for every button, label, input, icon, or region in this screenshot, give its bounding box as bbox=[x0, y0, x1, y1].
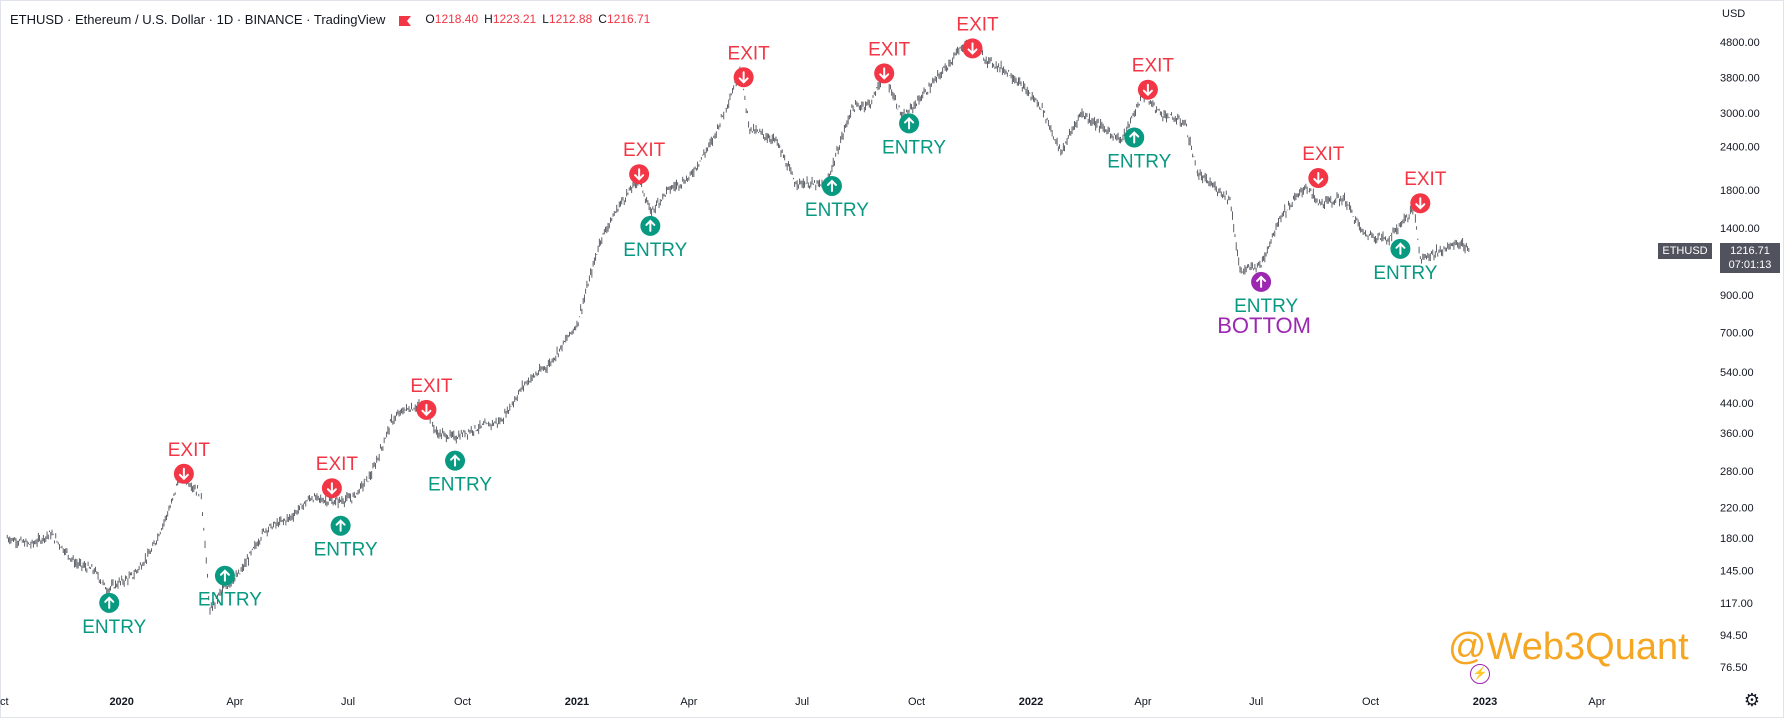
x-tick-label: Apr bbox=[226, 696, 243, 708]
y-tick-label: 280.00 bbox=[1720, 466, 1754, 478]
entry-signal[interactable]: ENTRY bbox=[82, 592, 147, 638]
y-tick-label: 900.00 bbox=[1720, 290, 1754, 302]
y-tick-label: 180.00 bbox=[1720, 533, 1754, 545]
entry-label: ENTRY bbox=[314, 540, 378, 561]
entry-label: ENTRY bbox=[1234, 296, 1298, 317]
exit-label: EXIT bbox=[728, 43, 771, 64]
exit-label: EXIT bbox=[168, 440, 211, 461]
ohlc-low: L1212.88 bbox=[542, 12, 593, 26]
entry-label: ENTRY bbox=[82, 617, 146, 638]
entry-label: ENTRY bbox=[882, 137, 946, 158]
x-axis: ct 2020 Apr Jul Oct 2021 Apr Jul Oct 2022 Apr Jul Oc… bbox=[0, 696, 1606, 708]
y-tick-label: 145.00 bbox=[1720, 565, 1754, 577]
entry-label: ENTRY bbox=[428, 475, 492, 496]
exit-label: EXIT bbox=[410, 376, 453, 397]
currency-selector[interactable]: USD bbox=[1722, 8, 1746, 20]
symbol-price-tag: ETHUSD bbox=[1658, 243, 1712, 259]
x-tick-label: Oct bbox=[1362, 696, 1379, 708]
exit-signal[interactable]: EXIT bbox=[868, 39, 911, 84]
symbol-title[interactable]: ETHUSD · Ethereum / U.S. Dollar · 1D · B… bbox=[10, 11, 386, 27]
exit-signal[interactable]: EXIT bbox=[623, 140, 666, 185]
signal-markers: ENTRY EXIT ENTRY EXIT ENTRY EXIT ENTRY EXIT ENTR… bbox=[82, 14, 1447, 637]
entry-label: ENTRY bbox=[1107, 152, 1171, 173]
exit-signal[interactable]: EXIT bbox=[168, 440, 211, 484]
y-tick-label: 440.00 bbox=[1720, 398, 1754, 410]
exit-signal[interactable]: EXIT bbox=[316, 454, 359, 499]
bar-countdown: 07:01:13 bbox=[1728, 259, 1772, 271]
y-tick-label: 360.00 bbox=[1720, 428, 1754, 440]
entry-signal[interactable]: ENTRY bbox=[428, 450, 492, 496]
entry-signal[interactable]: ENTRY bbox=[314, 515, 378, 561]
y-tick-label: 76.50 bbox=[1720, 662, 1748, 674]
y-tick-label: 540.00 bbox=[1720, 367, 1754, 379]
ohlc-open: O1218.40 bbox=[425, 12, 479, 26]
x-tick-label: 2021 bbox=[565, 696, 589, 708]
entry-label: ENTRY bbox=[1373, 263, 1437, 284]
x-tick-label: Jul bbox=[341, 696, 355, 708]
price-series bbox=[6, 39, 1470, 615]
x-tick-label: Apr bbox=[1588, 696, 1605, 708]
y-tick-label: 700.00 bbox=[1720, 328, 1754, 340]
y-tick-label: 3800.00 bbox=[1720, 72, 1760, 84]
ohlc-high: H1223.21 bbox=[484, 12, 537, 26]
exit-signal[interactable]: EXIT bbox=[956, 14, 999, 59]
y-tick-label: 1400.00 bbox=[1720, 223, 1760, 235]
exit-signal[interactable]: EXIT bbox=[728, 43, 771, 88]
exit-label: EXIT bbox=[316, 454, 359, 475]
x-tick-label: ct bbox=[0, 696, 9, 708]
y-axis: 76.50 94.50 117.00 145.00 180.00 220.00 280.00… bbox=[1720, 37, 1760, 674]
exit-label: EXIT bbox=[1404, 169, 1447, 190]
last-price-tag: 1216.71 07:01:13 bbox=[1720, 243, 1780, 273]
y-tick-label: 94.50 bbox=[1720, 630, 1748, 642]
entry-label: ENTRY bbox=[198, 590, 262, 611]
ohlc-close: C1216.71 bbox=[598, 12, 651, 26]
exit-label: EXIT bbox=[1302, 144, 1345, 165]
bottom-label: BOTTOM bbox=[1217, 313, 1311, 338]
x-tick-label: Apr bbox=[1134, 696, 1151, 708]
y-tick-label: 3000.00 bbox=[1720, 108, 1760, 120]
x-tick-label: Jul bbox=[1249, 696, 1263, 708]
exit-signal[interactable]: EXIT bbox=[1302, 144, 1345, 189]
flag-icon[interactable] bbox=[399, 14, 412, 26]
y-tick-label: 1800.00 bbox=[1720, 185, 1760, 197]
x-tick-label: 2022 bbox=[1019, 696, 1043, 708]
entry-signal[interactable]: ENTRY bbox=[805, 175, 869, 221]
entry-signal[interactable]: ENTRY bbox=[1373, 238, 1438, 284]
exit-label: EXIT bbox=[956, 14, 999, 35]
exit-label: EXIT bbox=[1132, 56, 1175, 77]
chart-header: ETHUSD · Ethereum / U.S. Dollar · 1D · B… bbox=[10, 9, 656, 29]
entry-label: ENTRY bbox=[623, 240, 687, 261]
y-tick-label: 2400.00 bbox=[1720, 142, 1760, 154]
y-tick-label: 220.00 bbox=[1720, 502, 1754, 514]
exit-signal[interactable]: EXIT bbox=[410, 376, 453, 420]
entry-label: ENTRY bbox=[805, 200, 869, 221]
x-tick-label: Jul bbox=[795, 696, 809, 708]
exit-signal[interactable]: EXIT bbox=[1404, 169, 1447, 214]
entry-signal[interactable]: ENTRY bbox=[882, 113, 946, 158]
entry-signal[interactable]: ENTRY bbox=[623, 215, 688, 261]
watermark-text: @Web3Quant bbox=[1448, 626, 1689, 668]
gear-icon[interactable]: ⚙ bbox=[1743, 690, 1761, 710]
bolt-icon[interactable]: ⚡ bbox=[1470, 664, 1490, 684]
exit-label: EXIT bbox=[868, 39, 911, 60]
y-tick-label: 4800.00 bbox=[1720, 37, 1760, 49]
x-tick-label: Oct bbox=[454, 696, 471, 708]
x-tick-label: 2023 bbox=[1473, 696, 1497, 708]
entry-signal[interactable]: ENTRY bbox=[198, 565, 262, 611]
exit-signal[interactable]: EXIT bbox=[1132, 56, 1175, 100]
y-tick-label: 117.00 bbox=[1720, 598, 1753, 610]
last-price: 1216.71 bbox=[1730, 245, 1770, 257]
entry-signal[interactable]: ENTRY bbox=[1107, 127, 1172, 173]
exit-label: EXIT bbox=[623, 140, 666, 161]
x-tick-label: Apr bbox=[680, 696, 697, 708]
x-tick-label: 2020 bbox=[109, 696, 133, 708]
x-tick-label: Oct bbox=[908, 696, 925, 708]
